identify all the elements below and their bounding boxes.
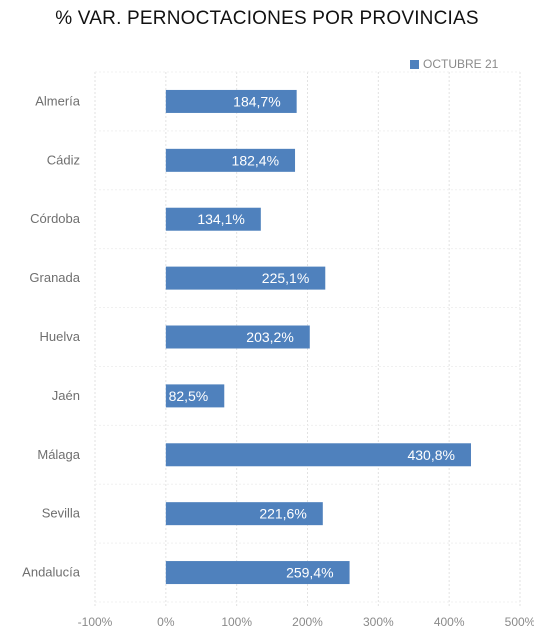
legend-swatch <box>410 59 419 69</box>
chart-title: % VAR. PERNOCTACIONES POR PROVINCIAS <box>55 8 479 29</box>
category-label: Granada <box>29 270 80 285</box>
x-tick-label: 300% <box>363 615 394 629</box>
data-label: 225,1% <box>262 270 309 286</box>
bar <box>165 207 261 231</box>
category-label: Málaga <box>37 447 80 462</box>
category-label: Andalucía <box>22 565 81 580</box>
bar <box>165 266 326 290</box>
bar <box>165 384 225 408</box>
data-label: 182,4% <box>232 152 279 168</box>
bar <box>165 561 350 585</box>
category-label: Almería <box>35 93 81 108</box>
x-tick-label: -100% <box>78 615 113 629</box>
legend: OCTUBRE 21 <box>410 57 498 71</box>
category-label: Sevilla <box>42 506 81 521</box>
data-label: 82,5% <box>169 388 209 404</box>
bar <box>165 325 310 349</box>
data-label: 221,6% <box>259 506 306 522</box>
x-tick-label: 200% <box>292 615 323 629</box>
data-label: 203,2% <box>246 329 293 345</box>
category-label: Cádiz <box>47 152 80 167</box>
category-label: Huelva <box>40 329 81 344</box>
x-tick-label: 500% <box>505 615 534 629</box>
legend-label: OCTUBRE 21 <box>423 57 499 71</box>
bar <box>165 443 471 467</box>
x-tick-label: 400% <box>434 615 465 629</box>
data-label: 430,8% <box>407 447 454 463</box>
category-label: Jaén <box>52 388 80 403</box>
bar <box>165 502 323 526</box>
data-label: 184,7% <box>233 93 280 109</box>
x-tick-label: 100% <box>221 615 252 629</box>
bar <box>165 89 297 113</box>
category-label: Córdoba <box>30 211 81 226</box>
bar <box>165 148 296 172</box>
bars <box>165 89 471 585</box>
x-tick-label: 0% <box>157 615 175 629</box>
data-label: 259,4% <box>286 565 333 581</box>
data-label: 134,1% <box>197 211 244 227</box>
labels: -100% 0% 100% 200% 300% 400% 500% Almería 184,7%… <box>22 93 534 629</box>
